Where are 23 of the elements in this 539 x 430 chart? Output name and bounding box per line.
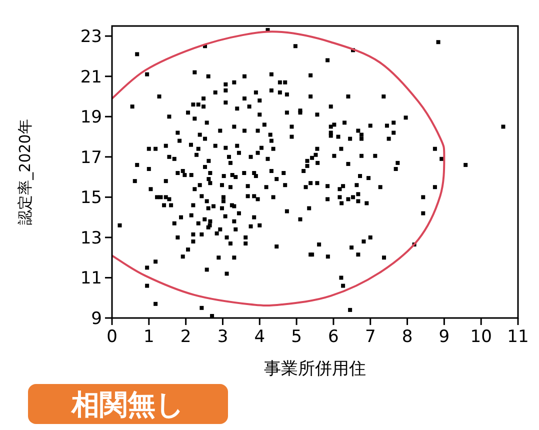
x-tick-label: 2 xyxy=(180,327,192,347)
annotation: 相関無し xyxy=(28,384,228,424)
x-tick-label: 10 xyxy=(470,327,492,347)
y-tick-label: 15 xyxy=(80,188,102,208)
y-tick-label: 11 xyxy=(80,268,102,289)
x-tick-label: 9 xyxy=(438,327,450,347)
x-tick-label: 5 xyxy=(291,327,302,347)
y-tick-label: 9 xyxy=(91,309,102,329)
x-tick-label: 0 xyxy=(106,327,118,347)
y-tick-label: 17 xyxy=(80,148,102,168)
x-tick-label: 3 xyxy=(217,327,228,347)
y-tick-label: 21 xyxy=(80,67,102,88)
x-axis-title: 事業所併用住 xyxy=(264,359,366,379)
x-tick-label: 6 xyxy=(328,327,339,347)
y-axis-title: 認定率_2020年 xyxy=(16,119,34,225)
x-tick-label: 1 xyxy=(143,327,154,347)
x-tick-label: 4 xyxy=(254,327,266,347)
y-tick-label: 23 xyxy=(80,27,102,48)
y-tick-label: 13 xyxy=(80,228,102,248)
y-tick-label: 19 xyxy=(80,108,102,128)
x-tick-label: 8 xyxy=(402,327,413,347)
x-tick-label: 11 xyxy=(507,327,529,347)
x-tick-label: 7 xyxy=(364,327,376,347)
